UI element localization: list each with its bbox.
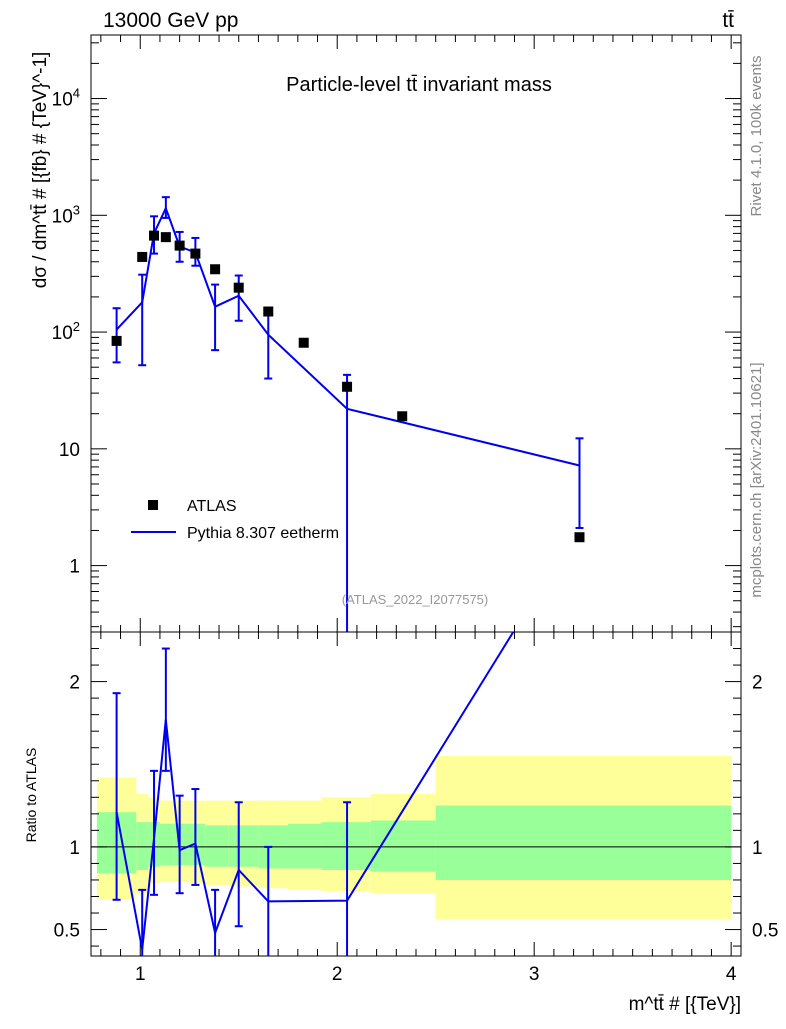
atlas-data-point bbox=[111, 335, 122, 346]
ratio-panel-marks bbox=[112, 632, 515, 956]
main-y-axis-label: dσ / dm^tt̄ # [{fb} # {TeV}^-1] bbox=[30, 52, 51, 289]
atlas-data-point bbox=[397, 411, 408, 422]
ratio-y-tick-label-left: 2 bbox=[69, 673, 80, 694]
y-tick-label: 10 bbox=[59, 440, 80, 461]
atlas-data-point bbox=[149, 230, 160, 241]
main-panel-frame bbox=[90, 34, 742, 633]
analysis-watermark: (ATLAS_2022_I2077575) bbox=[342, 592, 488, 607]
ratio-y-axis-label: Ratio to ATLAS bbox=[23, 748, 39, 843]
x-tick-label: 4 bbox=[726, 964, 737, 985]
main-title: Particle-level tt̄ invariant mass bbox=[286, 74, 552, 96]
legend: ATLAS Pythia 8.307 eetherm bbox=[131, 498, 339, 542]
y-tick-label: 104 bbox=[52, 86, 80, 111]
header-channel-label: tt̄ bbox=[722, 9, 734, 32]
x-tick-label: 3 bbox=[529, 964, 540, 985]
ratio-y-tick-label-left: 1 bbox=[69, 838, 80, 859]
header-process-label: 13000 GeV pp bbox=[103, 9, 238, 32]
ratio-y-tick-label-right: 0.5 bbox=[752, 921, 778, 942]
x-tick-label: 1 bbox=[135, 964, 146, 985]
atlas-data-point bbox=[137, 251, 148, 262]
y-tick-label: 1 bbox=[69, 557, 80, 578]
ratio-y-tick-label-right: 2 bbox=[752, 673, 763, 694]
atlas-data-point bbox=[174, 240, 185, 251]
mcplots-label: mcplots.cern.ch [arXiv:2401.10621] bbox=[748, 362, 765, 597]
x-tick-label: 2 bbox=[332, 964, 343, 985]
ratio-uncertainty-bands bbox=[96, 755, 732, 920]
ratio-y-tick-label-left: 0.5 bbox=[54, 921, 80, 942]
atlas-data-point bbox=[342, 381, 353, 392]
band-inner bbox=[159, 823, 174, 866]
main-panel-marks bbox=[111, 196, 585, 632]
atlas-data-point bbox=[210, 264, 221, 275]
y-tick-label: 103 bbox=[52, 202, 80, 227]
legend-atlas-label: ATLAS bbox=[187, 498, 237, 515]
atlas-data-point bbox=[190, 248, 201, 259]
legend-pythia-label: Pythia 8.307 eetherm bbox=[187, 525, 339, 542]
y-tick-label: 102 bbox=[52, 319, 80, 344]
band-inner bbox=[189, 823, 206, 866]
x-axis-label: m^tt̄ # [{TeV}] bbox=[629, 994, 741, 1015]
band-inner bbox=[287, 823, 322, 869]
atlas-data-point bbox=[263, 306, 274, 317]
rivet-version-label: Rivet 4.1.0, 100k events bbox=[748, 56, 765, 217]
band-inner bbox=[136, 822, 149, 871]
atlas-data-point bbox=[574, 532, 585, 543]
band-inner bbox=[228, 825, 259, 867]
band-inner bbox=[435, 805, 732, 880]
band-inner bbox=[173, 823, 190, 866]
atlas-data-point bbox=[233, 282, 244, 293]
band-inner bbox=[205, 825, 229, 867]
atlas-data-point bbox=[160, 232, 171, 243]
atlas-data-point bbox=[298, 337, 309, 348]
ratio-y-tick-label-right: 1 bbox=[752, 838, 763, 859]
ratio-panel-axes: 1 2 3 4 2 2 1 1 0.5 0.5 bbox=[54, 631, 778, 985]
legend-atlas-marker bbox=[148, 500, 158, 510]
